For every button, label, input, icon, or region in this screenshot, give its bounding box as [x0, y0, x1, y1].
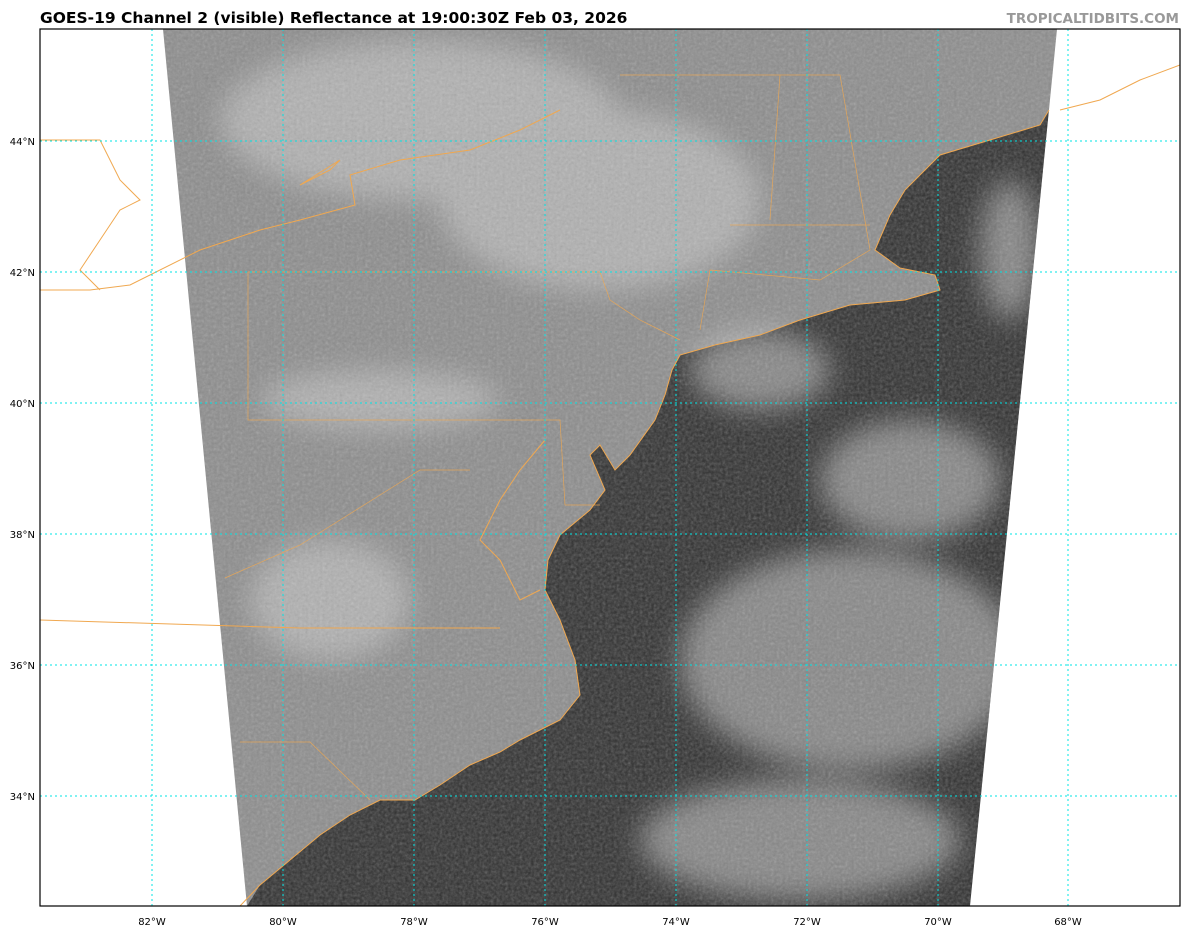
satellite-swath [163, 29, 1057, 906]
lat-label: 40°N [10, 399, 35, 410]
lon-label: 82°W [138, 917, 166, 928]
state-borders [224, 74, 871, 801]
graticule [40, 29, 1180, 906]
latitude-labels: 44°N 42°N 40°N 38°N 36°N 34°N [10, 137, 35, 803]
coastlines [40, 64, 1180, 906]
lon-label: 80°W [269, 917, 297, 928]
lon-label: 76°W [531, 917, 559, 928]
lat-label: 38°N [10, 530, 35, 541]
lat-label: 42°N [10, 268, 35, 279]
map-frame [39, 28, 1181, 907]
lon-label: 70°W [924, 917, 952, 928]
lat-label: 34°N [10, 792, 35, 803]
lat-label: 36°N [10, 661, 35, 672]
lon-label: 74°W [662, 917, 690, 928]
site-credit: TROPICALTIDBITS.COM [1006, 11, 1179, 27]
lon-label: 68°W [1054, 917, 1082, 928]
lat-label: 44°N [10, 137, 35, 148]
lon-label: 72°W [793, 917, 821, 928]
map-title: GOES-19 Channel 2 (visible) Reflectance … [40, 9, 628, 27]
longitude-labels: 82°W 80°W 78°W 76°W 74°W 72°W 70°W 68°W [138, 917, 1082, 928]
lon-label: 78°W [400, 917, 428, 928]
